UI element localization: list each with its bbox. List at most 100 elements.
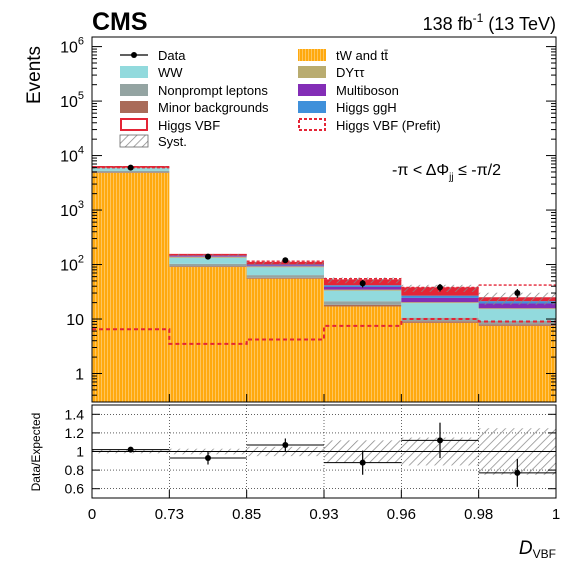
bar-minor-backgrounds bbox=[401, 321, 479, 323]
data-point bbox=[127, 164, 134, 171]
tick-base: 10 bbox=[60, 258, 78, 275]
x-label-main: D bbox=[519, 538, 533, 559]
bar-ww bbox=[169, 257, 247, 264]
legend-item-higgs-ggh: Higgs ggH bbox=[298, 100, 397, 115]
y-tick-label: 103 bbox=[60, 199, 84, 220]
bar-multiboson bbox=[478, 303, 556, 309]
x-tick-label: 0.98 bbox=[464, 506, 493, 523]
bar-ww bbox=[246, 267, 324, 276]
x-tick-label: 1 bbox=[552, 506, 560, 523]
bar-dy bbox=[401, 302, 479, 304]
y-tick-label: 102 bbox=[60, 254, 84, 275]
bar-tw-and-tt bbox=[169, 267, 247, 402]
dphi-subscript: jj bbox=[448, 172, 453, 183]
tick-base: 10 bbox=[60, 149, 78, 166]
bar-tw-and-tt bbox=[246, 278, 324, 402]
bar-nonprompt-leptons bbox=[169, 263, 247, 267]
legend-item-ww: WW bbox=[120, 65, 183, 80]
legend-label: Nonprompt leptons bbox=[158, 83, 268, 98]
tick-base: 10 bbox=[60, 203, 78, 220]
bar-multiboson bbox=[324, 287, 402, 290]
data-point bbox=[205, 253, 211, 260]
legend-item-data: Data bbox=[120, 48, 186, 63]
tick-base: 10 bbox=[60, 94, 78, 111]
bar-tw-and-tt bbox=[401, 322, 479, 402]
tick-exponent: 5 bbox=[78, 90, 84, 102]
x-tick-label: 0 bbox=[88, 506, 96, 523]
tick-base: 10 bbox=[66, 312, 84, 329]
bar-dy bbox=[478, 308, 556, 310]
ratio-tick-label: 1.4 bbox=[65, 406, 85, 422]
bar-tw-and-tt bbox=[324, 306, 402, 402]
ratio-point bbox=[127, 446, 134, 453]
ratio-y-label: Data/Expected bbox=[29, 413, 43, 492]
lumi-exponent: -1 bbox=[473, 11, 484, 25]
data-point bbox=[282, 257, 289, 264]
legend: Data WW Nonprompt leptons Minor backgrou… bbox=[119, 48, 441, 149]
energy-label: (13 TeV) bbox=[488, 14, 556, 34]
x-tick-label: 0.96 bbox=[387, 506, 416, 523]
experiment-label: CMS bbox=[92, 8, 148, 36]
bar-minor-backgrounds bbox=[169, 266, 247, 268]
x-axis-label: DVBF bbox=[519, 538, 556, 561]
legend-label: Higgs VBF bbox=[158, 118, 220, 133]
legend-item-top: tW and tt̄ bbox=[298, 48, 388, 63]
bar-dy bbox=[246, 266, 324, 268]
data-point bbox=[514, 290, 521, 297]
ratio-point bbox=[514, 469, 521, 476]
tick-exponent: 6 bbox=[78, 36, 84, 48]
x-axis: 0 0.73 0.85 0.93 0.96 0.98 1 bbox=[88, 394, 560, 523]
x-label-sub: VBF bbox=[533, 547, 556, 561]
bar-nonprompt-leptons bbox=[478, 320, 556, 325]
y-tick-label: 1 bbox=[75, 367, 84, 384]
y-tick-label: 104 bbox=[60, 145, 84, 166]
ratio-panel: 0.6 0.8 1 1.2 1.4 Data/Expected bbox=[29, 404, 557, 499]
legend-label: tW and tt̄ bbox=[336, 48, 388, 63]
ratio-tick-label: 0.6 bbox=[65, 481, 85, 497]
data-point bbox=[359, 280, 366, 287]
bar-nonprompt-leptons bbox=[92, 170, 170, 173]
legend-item-syst: Syst. bbox=[119, 134, 187, 149]
bar-nonprompt-leptons bbox=[246, 275, 324, 278]
legend-label: Higgs VBF (Prefit) bbox=[336, 118, 441, 133]
syst-band bbox=[478, 292, 556, 305]
ratio-point bbox=[437, 437, 443, 444]
legend-item-minor: Minor backgrounds bbox=[120, 100, 269, 115]
lumi-label: 138 fb-1 (13 TeV) bbox=[423, 11, 556, 34]
legend-label: Syst. bbox=[158, 134, 187, 149]
tick-base: 1 bbox=[75, 367, 84, 384]
legend-item-higgs-vbf: Higgs VBF bbox=[120, 118, 220, 133]
ratio-tick-label: 1 bbox=[76, 444, 84, 460]
bar-minor-backgrounds bbox=[246, 277, 324, 279]
x-tick-label: 0.73 bbox=[155, 506, 184, 523]
legend-label: Data bbox=[158, 48, 186, 63]
lumi-value: 138 fb bbox=[423, 14, 473, 34]
bar-minor-backgrounds bbox=[478, 324, 556, 326]
bar-multiboson bbox=[401, 297, 479, 303]
data-point bbox=[437, 284, 443, 291]
bar-ww bbox=[478, 309, 556, 321]
tick-exponent: 4 bbox=[78, 145, 84, 157]
upper-overlay bbox=[92, 164, 556, 345]
bar-tw-and-tt bbox=[478, 325, 556, 402]
legend-label: WW bbox=[158, 65, 183, 80]
bar-nonprompt-leptons bbox=[324, 301, 402, 305]
legend-label: Higgs ggH bbox=[336, 100, 397, 115]
bar-multiboson bbox=[246, 265, 324, 267]
legend-label: DYττ bbox=[336, 65, 365, 80]
stacked-histogram bbox=[92, 166, 556, 402]
bar-minor-backgrounds bbox=[92, 172, 170, 173]
bar-ww bbox=[324, 290, 402, 302]
y-tick-label: 106 bbox=[60, 36, 84, 57]
upper-y-label: Events bbox=[24, 46, 45, 104]
y-tick-label: 105 bbox=[60, 90, 84, 111]
ratio-tick-label: 1.2 bbox=[65, 425, 85, 441]
bar-tw-and-tt bbox=[92, 172, 170, 402]
bar-minor-backgrounds bbox=[324, 304, 402, 307]
tick-exponent: 3 bbox=[78, 199, 84, 211]
x-tick-label: 0.85 bbox=[232, 506, 261, 523]
legend-label: Multiboson bbox=[336, 83, 399, 98]
